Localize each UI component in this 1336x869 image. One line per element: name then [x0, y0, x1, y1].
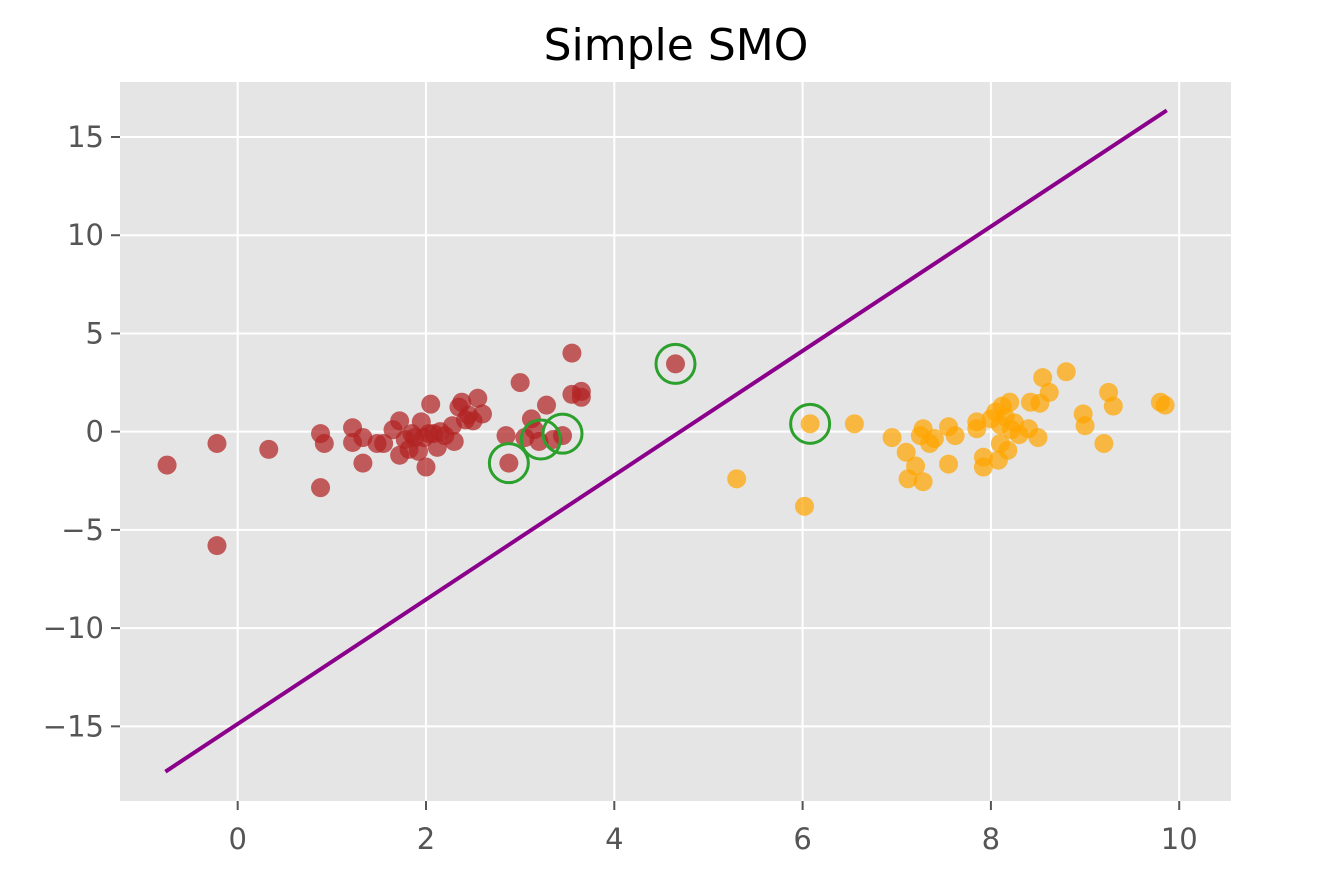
- class-negative-point: [374, 433, 394, 453]
- class-positive-point: [1103, 396, 1123, 416]
- x-tick-label: 10: [1161, 822, 1198, 856]
- support-vector-circle: [654, 342, 697, 385]
- class-positive-point: [727, 469, 747, 489]
- class-negative-point: [666, 354, 685, 374]
- class-negative-point: [207, 433, 227, 453]
- class-negative-point: [472, 404, 492, 424]
- decision-boundary-layer: [164, 108, 1168, 774]
- class-negative-point: [510, 373, 530, 393]
- class-negative-point: [311, 478, 331, 498]
- x-tick-label: 2: [417, 822, 435, 856]
- chart-title: Simple SMO: [544, 20, 809, 71]
- class-positive-point: [945, 426, 965, 446]
- support-vector-circle: [519, 418, 562, 461]
- support-vector-layer: [487, 342, 832, 485]
- class-positive-point: [882, 428, 902, 448]
- class-negative-point: [207, 536, 227, 556]
- y-tick-label: −10: [43, 611, 104, 645]
- y-tick-label: 0: [86, 415, 104, 449]
- decision-boundary-line: [164, 108, 1168, 774]
- axis-ticks: 0 2 4 6 8 10 15 10 5 0 −5 −10 −15: [43, 120, 1198, 856]
- class-positive-point: [1094, 433, 1114, 453]
- class-positive-point: [973, 457, 993, 477]
- class-positive-point: [1056, 362, 1076, 382]
- support-vector-circle: [487, 442, 530, 485]
- class-negative-point: [157, 455, 177, 475]
- class-positive-point: [913, 472, 933, 492]
- class-positive-point: [794, 496, 814, 516]
- y-tick-label: 15: [67, 120, 104, 154]
- y-tick-label: −5: [61, 513, 104, 547]
- x-tick-label: 8: [982, 822, 1000, 856]
- x-tick-label: 4: [605, 822, 623, 856]
- class-positive-point: [1155, 395, 1175, 415]
- class-negative-point: [314, 433, 334, 453]
- class-positive-point: [800, 414, 820, 434]
- support-vector-circle: [541, 412, 584, 455]
- class-negative-point: [390, 411, 410, 431]
- class-negative-point: [537, 395, 557, 415]
- class-positive-point: [1075, 416, 1095, 436]
- class-positive-point: [1000, 392, 1020, 412]
- class-negative-point: [468, 388, 488, 408]
- y-tick-label: 5: [86, 316, 104, 350]
- class-negative-point: [421, 394, 441, 414]
- class-negative-point: [353, 453, 373, 473]
- class-negative-point: [499, 453, 519, 473]
- x-tick-label: 0: [228, 822, 246, 856]
- class-negative-point: [496, 426, 516, 446]
- support-vector-circle: [789, 402, 832, 445]
- class-positive-point: [906, 456, 926, 476]
- class-negative-point: [259, 439, 279, 459]
- y-tick-label: 10: [67, 218, 104, 252]
- class-negative-point: [416, 457, 436, 477]
- class-positive-point: [1039, 382, 1059, 402]
- class-positive-point: [844, 414, 864, 434]
- class-positive-point: [939, 454, 959, 474]
- class-negative-point: [571, 387, 591, 407]
- data-points-layer: [157, 343, 1175, 556]
- x-tick-label: 6: [793, 822, 811, 856]
- class-positive-point: [1028, 428, 1048, 448]
- class-positive-point: [924, 429, 944, 449]
- y-tick-label: −15: [43, 709, 104, 743]
- class-positive-point: [998, 440, 1018, 460]
- class-positive-point: [1033, 368, 1053, 388]
- class-negative-point: [562, 343, 582, 363]
- class-positive-point: [967, 419, 987, 439]
- class-positive-point: [896, 442, 916, 462]
- class-negative-point: [444, 432, 464, 451]
